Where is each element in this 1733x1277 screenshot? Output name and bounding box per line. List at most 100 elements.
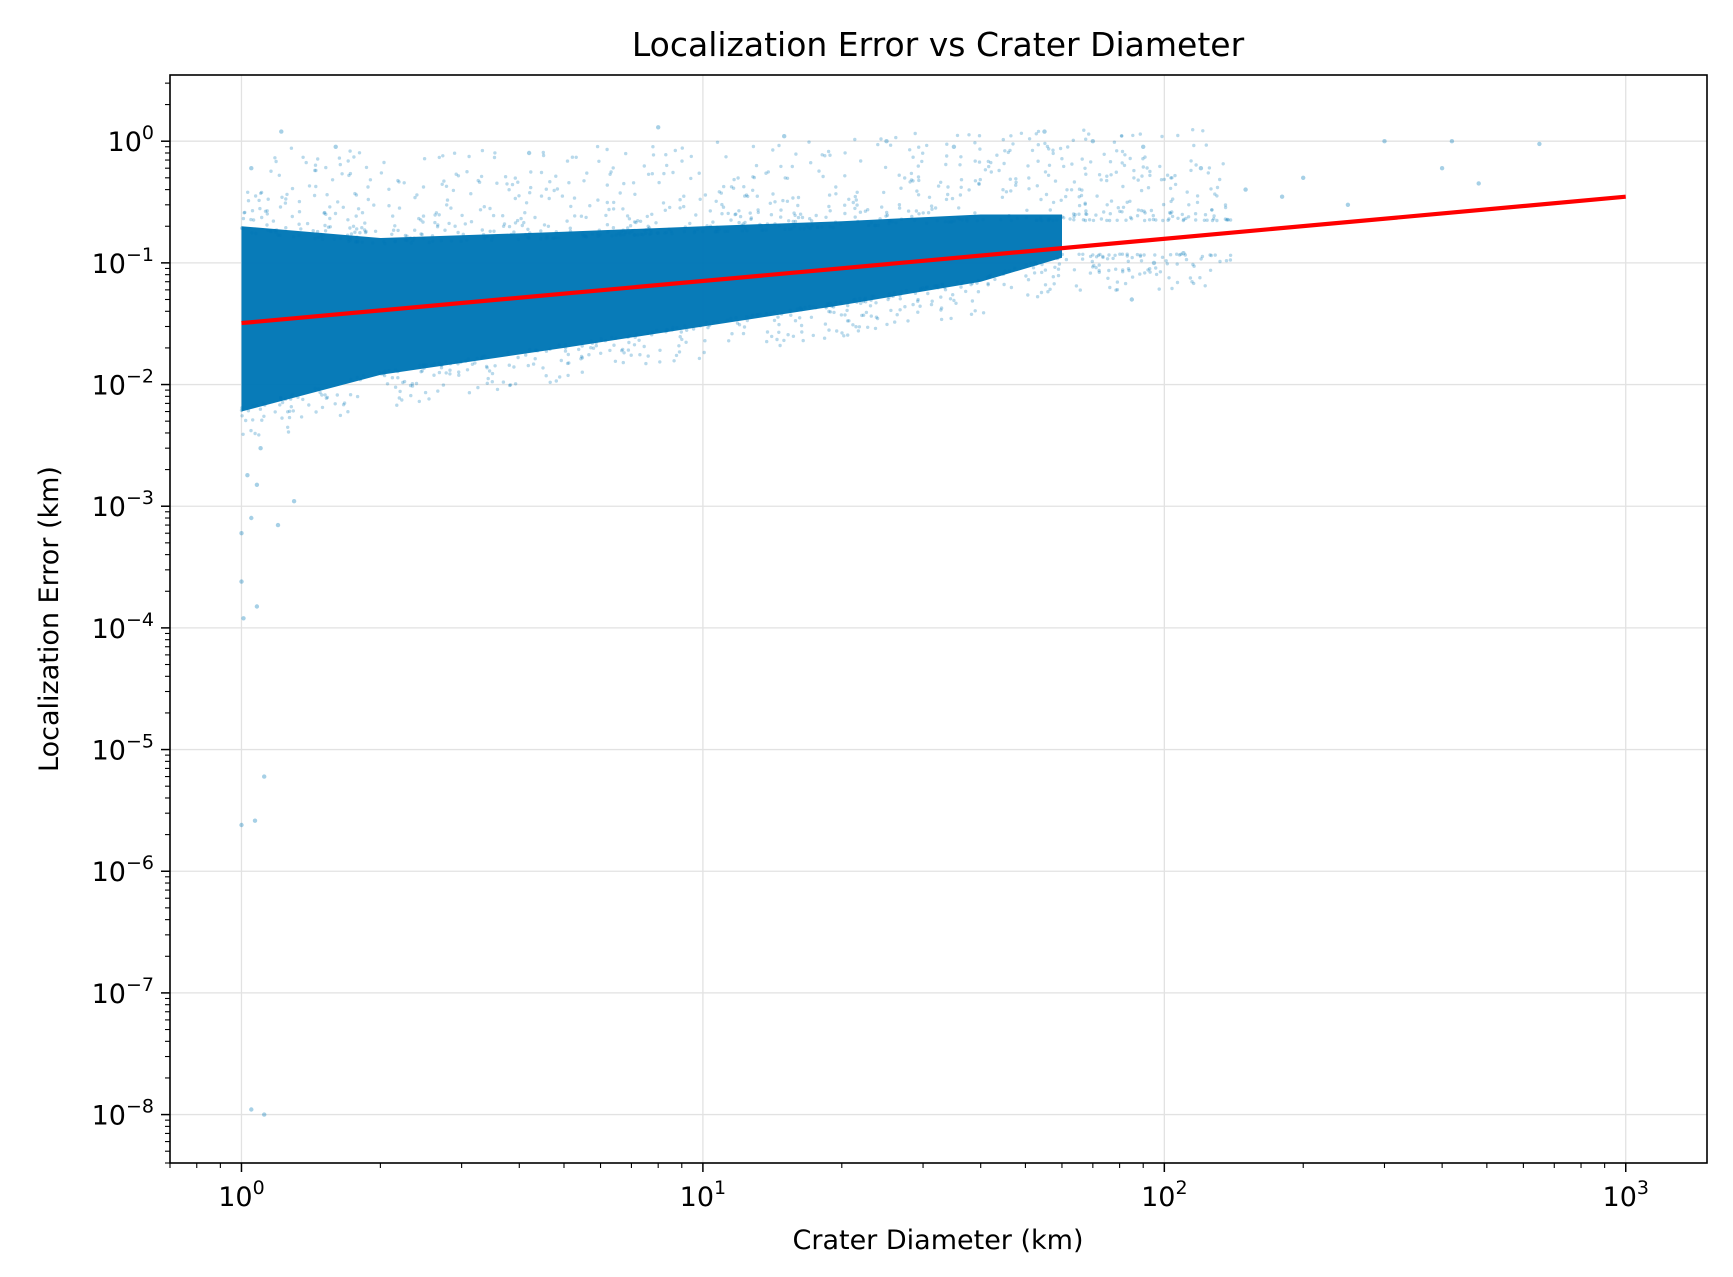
scatter-point — [734, 316, 738, 320]
scatter-point — [599, 337, 603, 341]
scatter-point — [682, 229, 687, 234]
scatter-point — [1129, 217, 1134, 221]
scatter-point — [944, 197, 949, 202]
scatter-point — [955, 280, 959, 284]
scatter-point — [545, 234, 549, 238]
scatter-point — [733, 212, 737, 217]
scatter-point — [1097, 263, 1101, 267]
scatter-point — [798, 306, 802, 310]
scatter-point — [930, 299, 934, 303]
scatter-point — [409, 241, 413, 245]
scatter-point — [636, 233, 640, 237]
scatter-point — [986, 283, 990, 287]
scatter-point — [346, 410, 350, 414]
scatter-point — [508, 383, 512, 388]
scatter-point — [952, 298, 956, 303]
scatter-point — [1097, 268, 1101, 273]
scatter-point — [482, 205, 486, 209]
scatter-point — [1200, 254, 1205, 259]
scatter-point — [544, 236, 548, 241]
scatter-point — [536, 349, 540, 353]
scatter-point — [1048, 208, 1053, 212]
scatter-point — [307, 403, 311, 407]
scatter-point — [664, 330, 668, 334]
scatter-point — [891, 294, 895, 298]
scatter-point — [448, 368, 452, 372]
scatter-point — [313, 236, 317, 241]
scatter-point — [269, 229, 273, 234]
scatter-point — [827, 309, 831, 314]
scatter-point — [565, 219, 569, 223]
scatter-point — [883, 165, 888, 170]
scatter-point — [332, 237, 336, 241]
scatter-point — [641, 233, 645, 237]
scatter-point — [283, 397, 288, 401]
scatter-point — [781, 198, 785, 203]
scatter-point — [1170, 214, 1175, 219]
scatter-point — [439, 366, 444, 370]
scatter-point — [843, 174, 847, 178]
scatter-point — [353, 191, 357, 196]
scatter-point — [811, 305, 815, 309]
scatter-point — [403, 233, 408, 238]
scatter-point — [975, 281, 979, 285]
scatter-point — [1169, 199, 1173, 204]
scatter-point — [788, 308, 792, 312]
scatter-point — [766, 170, 770, 174]
scatter-point — [872, 294, 876, 299]
scatter-point — [463, 222, 467, 226]
scatter-point — [1148, 267, 1152, 271]
scatter-point — [401, 380, 405, 385]
scatter-point — [1088, 254, 1093, 259]
scatter-point — [745, 318, 749, 323]
scatter-point — [277, 173, 281, 177]
scatter-point — [258, 446, 263, 451]
scatter-point — [644, 231, 648, 235]
scatter-point — [290, 214, 294, 219]
scatter-point — [854, 198, 858, 202]
scatter-point — [856, 329, 861, 333]
scatter-point — [824, 215, 828, 219]
scatter-point — [312, 193, 317, 198]
scatter-point — [544, 349, 549, 353]
scatter-point — [1191, 128, 1195, 132]
scatter-point — [273, 410, 277, 414]
scatter-point — [569, 204, 573, 209]
scatter-point — [1223, 203, 1228, 207]
scatter-point — [751, 144, 756, 149]
scatter-point — [734, 212, 738, 216]
scatter-point — [387, 187, 391, 191]
scatter-point — [354, 240, 358, 244]
scatter-point — [314, 410, 318, 414]
scatter-point — [1203, 284, 1207, 288]
scatter-point — [869, 220, 873, 225]
scatter-point — [362, 228, 367, 232]
scatter-point — [320, 405, 325, 410]
scatter-point — [724, 155, 728, 159]
scatter-point — [420, 369, 424, 373]
scatter-point — [444, 360, 448, 364]
scatter-point — [1141, 157, 1145, 161]
scatter-point — [1036, 159, 1040, 163]
scatter-point — [319, 232, 323, 237]
scatter-point — [853, 137, 857, 142]
scatter-point — [987, 274, 992, 278]
scatter-point — [876, 223, 880, 228]
scatter-point — [638, 353, 642, 357]
scatter-point — [1034, 218, 1039, 222]
scatter-point — [405, 234, 409, 238]
scatter-point — [347, 239, 351, 244]
scatter-point — [887, 219, 892, 223]
scatter-point — [720, 202, 724, 207]
scatter-point — [326, 225, 331, 229]
scatter-point — [1126, 259, 1131, 263]
scatter-point — [1127, 268, 1131, 273]
scatter-point — [983, 168, 988, 172]
scatter-point — [1026, 164, 1030, 168]
scatter-point — [275, 522, 281, 528]
scatter-point — [1102, 210, 1106, 214]
scatter-point — [355, 375, 359, 380]
scatter-point — [1131, 133, 1135, 138]
scatter-point — [582, 179, 586, 183]
scatter-point — [936, 284, 940, 288]
